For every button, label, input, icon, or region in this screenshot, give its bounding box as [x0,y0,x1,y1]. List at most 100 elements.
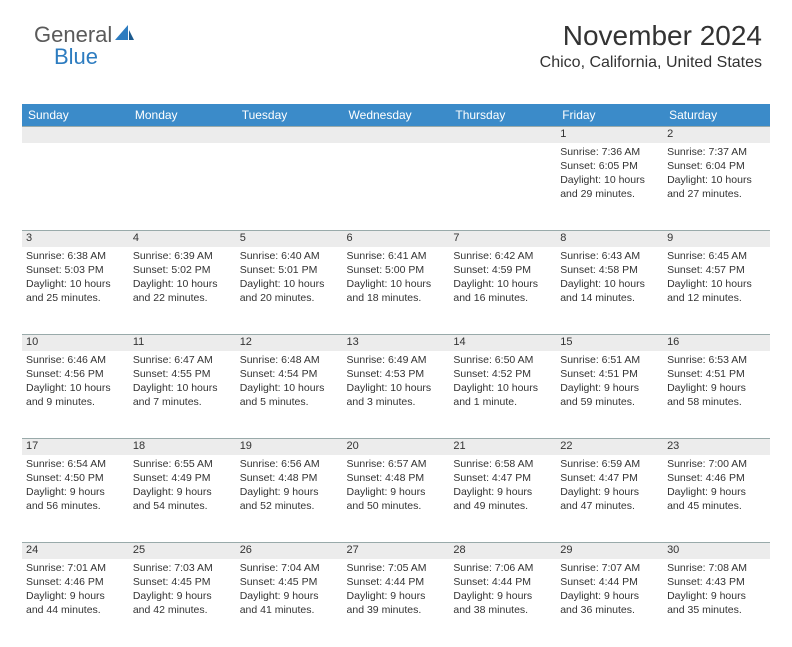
day-cell: Sunrise: 6:57 AMSunset: 4:48 PMDaylight:… [343,455,450,543]
sunrise-text: Sunrise: 7:06 AM [453,561,552,575]
day-cell [343,143,450,231]
day-number: 28 [449,543,556,559]
sunset-text: Sunset: 4:47 PM [453,471,552,485]
day-cell: Sunrise: 7:37 AMSunset: 6:04 PMDaylight:… [663,143,770,231]
daylight-text: Daylight: 9 hours and 54 minutes. [133,485,232,513]
sunrise-text: Sunrise: 6:42 AM [453,249,552,263]
daylight-text: Daylight: 9 hours and 52 minutes. [240,485,339,513]
sunrise-text: Sunrise: 6:58 AM [453,457,552,471]
day-cell [449,143,556,231]
day-cell [129,143,236,231]
calendar-table: Sunday Monday Tuesday Wednesday Thursday… [22,104,770,647]
sunset-text: Sunset: 5:03 PM [26,263,125,277]
sunset-text: Sunset: 4:46 PM [667,471,766,485]
day-header: Friday [556,104,663,127]
day-header: Sunday [22,104,129,127]
day-content-row: Sunrise: 6:54 AMSunset: 4:50 PMDaylight:… [22,455,770,543]
day-number: 27 [343,543,450,559]
sunset-text: Sunset: 4:48 PM [347,471,446,485]
day-number: 19 [236,439,343,455]
sunset-text: Sunset: 6:05 PM [560,159,659,173]
day-cell: Sunrise: 6:38 AMSunset: 5:03 PMDaylight:… [22,247,129,335]
sunset-text: Sunset: 4:45 PM [240,575,339,589]
day-number: 18 [129,439,236,455]
day-cell: Sunrise: 6:43 AMSunset: 4:58 PMDaylight:… [556,247,663,335]
day-number-row: 24252627282930 [22,543,770,559]
sunrise-text: Sunrise: 6:43 AM [560,249,659,263]
day-content-row: Sunrise: 7:36 AMSunset: 6:05 PMDaylight:… [22,143,770,231]
sunset-text: Sunset: 4:52 PM [453,367,552,381]
daylight-text: Daylight: 9 hours and 39 minutes. [347,589,446,617]
day-number: 13 [343,335,450,351]
day-header: Wednesday [343,104,450,127]
sunrise-text: Sunrise: 7:04 AM [240,561,339,575]
day-header: Tuesday [236,104,343,127]
daylight-text: Daylight: 9 hours and 45 minutes. [667,485,766,513]
sunset-text: Sunset: 4:51 PM [667,367,766,381]
day-cell: Sunrise: 6:59 AMSunset: 4:47 PMDaylight:… [556,455,663,543]
sunrise-text: Sunrise: 6:40 AM [240,249,339,263]
day-number: 17 [22,439,129,455]
day-number: 10 [22,335,129,351]
day-content-row: Sunrise: 7:01 AMSunset: 4:46 PMDaylight:… [22,559,770,647]
daylight-text: Daylight: 10 hours and 1 minute. [453,381,552,409]
daylight-text: Daylight: 10 hours and 27 minutes. [667,173,766,201]
day-cell: Sunrise: 6:54 AMSunset: 4:50 PMDaylight:… [22,455,129,543]
day-number: 3 [22,231,129,247]
day-cell: Sunrise: 6:46 AMSunset: 4:56 PMDaylight:… [22,351,129,439]
daylight-text: Daylight: 9 hours and 56 minutes. [26,485,125,513]
sunrise-text: Sunrise: 6:41 AM [347,249,446,263]
day-number [343,127,450,143]
day-header: Saturday [663,104,770,127]
sunrise-text: Sunrise: 7:00 AM [667,457,766,471]
sunrise-text: Sunrise: 6:57 AM [347,457,446,471]
day-header-row: Sunday Monday Tuesday Wednesday Thursday… [22,104,770,127]
day-number-row: 10111213141516 [22,335,770,351]
daylight-text: Daylight: 10 hours and 7 minutes. [133,381,232,409]
day-number [22,127,129,143]
day-cell: Sunrise: 7:04 AMSunset: 4:45 PMDaylight:… [236,559,343,647]
header-right: November 2024 Chico, California, United … [540,20,762,72]
daylight-text: Daylight: 9 hours and 58 minutes. [667,381,766,409]
daylight-text: Daylight: 10 hours and 22 minutes. [133,277,232,305]
sunrise-text: Sunrise: 7:08 AM [667,561,766,575]
sunset-text: Sunset: 4:48 PM [240,471,339,485]
day-number: 30 [663,543,770,559]
day-number: 20 [343,439,450,455]
day-cell: Sunrise: 6:39 AMSunset: 5:02 PMDaylight:… [129,247,236,335]
day-number: 29 [556,543,663,559]
day-cell: Sunrise: 6:56 AMSunset: 4:48 PMDaylight:… [236,455,343,543]
sunrise-text: Sunrise: 6:59 AM [560,457,659,471]
day-number: 8 [556,231,663,247]
daylight-text: Daylight: 10 hours and 3 minutes. [347,381,446,409]
sunset-text: Sunset: 4:58 PM [560,263,659,277]
day-number [449,127,556,143]
day-number-row: 3456789 [22,231,770,247]
day-number: 26 [236,543,343,559]
sunset-text: Sunset: 4:44 PM [347,575,446,589]
day-number: 11 [129,335,236,351]
daylight-text: Daylight: 9 hours and 59 minutes. [560,381,659,409]
sunset-text: Sunset: 5:00 PM [347,263,446,277]
day-cell: Sunrise: 6:47 AMSunset: 4:55 PMDaylight:… [129,351,236,439]
day-cell: Sunrise: 6:51 AMSunset: 4:51 PMDaylight:… [556,351,663,439]
sunset-text: Sunset: 4:53 PM [347,367,446,381]
sunrise-text: Sunrise: 6:45 AM [667,249,766,263]
sunset-text: Sunset: 4:46 PM [26,575,125,589]
sunset-text: Sunset: 6:04 PM [667,159,766,173]
sunset-text: Sunset: 4:56 PM [26,367,125,381]
day-cell: Sunrise: 6:42 AMSunset: 4:59 PMDaylight:… [449,247,556,335]
sunset-text: Sunset: 5:02 PM [133,263,232,277]
calendar-location: Chico, California, United States [540,54,762,72]
sunset-text: Sunset: 4:50 PM [26,471,125,485]
day-number-row: 17181920212223 [22,439,770,455]
day-header: Monday [129,104,236,127]
daylight-text: Daylight: 10 hours and 25 minutes. [26,277,125,305]
day-cell: Sunrise: 7:01 AMSunset: 4:46 PMDaylight:… [22,559,129,647]
day-number: 23 [663,439,770,455]
day-cell: Sunrise: 6:49 AMSunset: 4:53 PMDaylight:… [343,351,450,439]
day-cell: Sunrise: 6:55 AMSunset: 4:49 PMDaylight:… [129,455,236,543]
sunrise-text: Sunrise: 6:54 AM [26,457,125,471]
sunrise-text: Sunrise: 6:51 AM [560,353,659,367]
sunrise-text: Sunrise: 6:53 AM [667,353,766,367]
